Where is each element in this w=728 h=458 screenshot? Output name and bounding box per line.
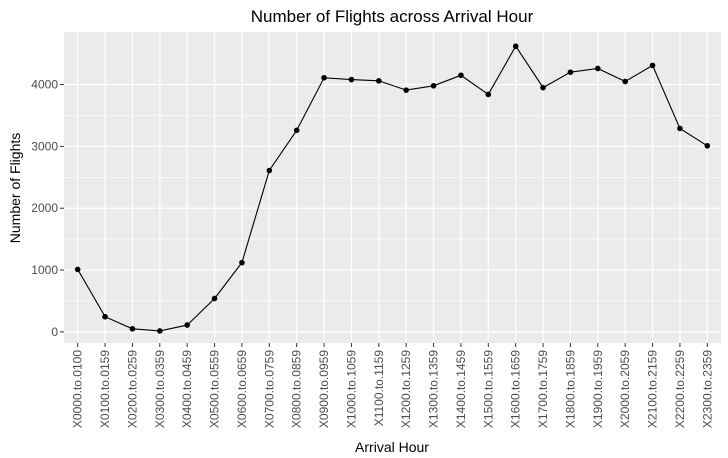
gridlines	[64, 32, 721, 343]
data-point	[540, 84, 546, 91]
x-tick-label: X2000.to.2059	[618, 350, 632, 428]
x-tick-label: X0700.to.0759	[262, 350, 276, 428]
data-point	[512, 43, 519, 50]
data-point	[677, 125, 683, 132]
data-point	[102, 313, 108, 320]
x-tick-label: X1500.to.1559	[481, 350, 495, 428]
data-point	[376, 78, 382, 84]
y-tick-label: 3000	[31, 139, 58, 153]
x-axis-title: Arrival Hour	[355, 439, 429, 455]
x-tick-label: X0000.to.0100	[71, 350, 85, 428]
x-tick-label: X1900.to.1959	[591, 350, 605, 428]
data-point	[129, 325, 136, 332]
data-point	[458, 72, 464, 79]
y-tick-label: 0	[51, 325, 58, 339]
x-tick-label: X2200.to.2259	[673, 350, 687, 428]
y-axis-ticks: 0 1000 2000 3000 4000	[31, 78, 64, 339]
x-tick-label: X2100.to.2159	[646, 350, 660, 428]
y-tick-label: 4000	[31, 78, 58, 92]
y-tick-label: 2000	[31, 201, 58, 215]
series-flights	[74, 43, 711, 334]
data-point	[184, 322, 190, 328]
series-line	[77, 45, 708, 332]
x-axis-ticks: X0000.to.0100 X0100.to.0159 X0200.to.0259 X…	[71, 343, 714, 428]
data-point	[485, 91, 492, 98]
x-tick-label: X0300.to.0359	[153, 350, 167, 428]
x-tick-label: X2300.to.2359	[700, 350, 714, 428]
data-point	[704, 142, 711, 149]
data-point	[321, 74, 327, 81]
data-point	[348, 76, 355, 83]
x-tick-label: X0200.to.0259	[125, 350, 139, 428]
plot-panel	[64, 32, 721, 343]
data-point	[74, 266, 81, 273]
y-tick-label: 1000	[31, 263, 58, 277]
data-point	[266, 167, 273, 174]
x-tick-label: X1600.to.1659	[509, 350, 523, 428]
x-tick-label: X1700.to.1759	[536, 350, 550, 428]
x-tick-label: X1200.to.1259	[399, 350, 413, 428]
x-tick-label: X0500.to.0559	[208, 350, 222, 428]
chart-title: Number of Flights across Arrival Hour	[251, 7, 534, 26]
data-point	[403, 87, 409, 93]
data-point	[649, 62, 656, 69]
x-tick-label: X0600.to.0659	[235, 350, 249, 428]
data-point	[293, 127, 300, 134]
y-axis-title: Number of Flights	[7, 133, 23, 243]
x-tick-label: X1100.to.1159	[372, 350, 386, 427]
data-point	[157, 328, 163, 334]
x-tick-label: X1000.to.1059	[344, 350, 358, 428]
data-point	[430, 82, 437, 89]
x-tick-label: X0400.to.0459	[180, 350, 194, 428]
data-point	[595, 65, 601, 72]
data-point	[211, 295, 218, 302]
data-point	[239, 259, 245, 266]
x-tick-label: X1300.to.1359	[427, 350, 441, 428]
x-tick-label: X1800.to.1859	[563, 350, 577, 428]
x-tick-label: X1400.to.1459	[454, 350, 468, 428]
data-point	[622, 78, 628, 85]
x-tick-label: X0800.to.0859	[290, 350, 304, 428]
x-tick-label: X0100.to.0159	[98, 350, 112, 428]
data-point	[567, 69, 574, 75]
x-tick-label: X0900.to.0959	[317, 350, 331, 428]
